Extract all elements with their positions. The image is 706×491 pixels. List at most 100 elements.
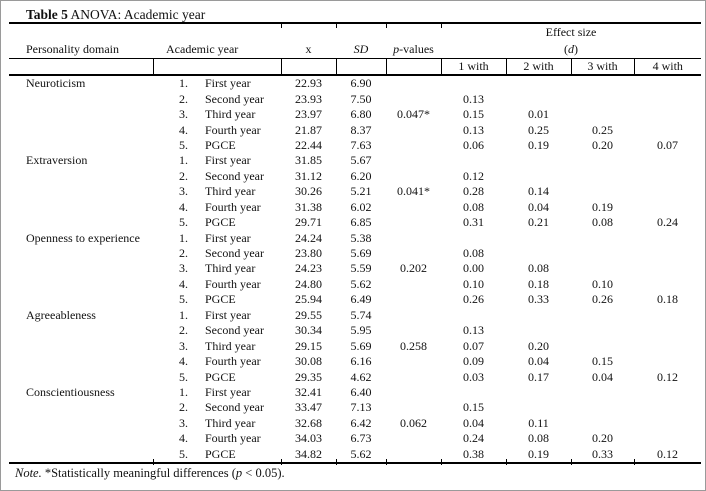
p-value — [386, 354, 441, 369]
effect-2-value: 0.04 — [528, 354, 549, 369]
effect-3-value — [571, 169, 634, 184]
academic-year-cell: 2. Second year — [153, 323, 281, 338]
table-row: 3. Third year 30.26 5.21 0.041* 0.28 0.14 — [9, 184, 701, 199]
table-row: 3. Third year 23.97 6.80 0.047* 0.15 0.01 — [9, 107, 701, 122]
sd-value: 5.74 — [350, 307, 372, 322]
subheader-spacer — [9, 58, 153, 76]
mean-value: 31.85 — [295, 153, 322, 168]
sd-value: 4.62 — [350, 369, 372, 384]
academic-year-cell: 1. First year — [153, 385, 281, 400]
year-number: 4. — [179, 122, 188, 137]
mean-value: 24.24 — [295, 230, 322, 245]
effect-1-value: 0.13 — [463, 122, 484, 137]
domain-label — [9, 184, 153, 199]
table-row: Agreeableness 1. First year 29.55 5.74 — [9, 308, 701, 323]
mean-value: 29.71 — [295, 215, 322, 230]
effect-4-value — [634, 91, 701, 106]
year-number: 1. — [179, 307, 188, 322]
effect-4-value — [634, 153, 701, 168]
academic-year-cell: 2. Second year — [153, 169, 281, 184]
p-value — [386, 215, 441, 230]
effect-3-value — [571, 323, 634, 338]
table-row: 4. Fourth year 30.08 6.16 0.09 0.04 0.15 — [9, 354, 701, 369]
effect-4-value — [634, 230, 701, 245]
domain-label: Extraversion — [26, 153, 88, 168]
sd-value: 6.85 — [350, 215, 372, 230]
effect-2-value: 0.21 — [528, 215, 549, 230]
year-number: 2. — [179, 400, 188, 415]
effect-4-value — [634, 122, 701, 137]
table-row: Openness to experience 1. First year 24.24 5… — [9, 230, 701, 245]
mean-value: 30.08 — [295, 354, 322, 369]
effect-4-value — [634, 323, 701, 338]
mean-value: 30.34 — [295, 323, 322, 338]
p-value — [386, 400, 441, 415]
sd-value: 7.50 — [350, 91, 372, 106]
table-row: 5. PGCE 29.71 6.85 0.31 0.21 0.08 0.24 — [9, 215, 701, 230]
effect-4-value: 0.12 — [657, 369, 678, 384]
effect-2-value: 0.33 — [528, 292, 549, 307]
p-value — [386, 200, 441, 215]
effect-3-value: 0.15 — [592, 354, 613, 369]
sd-value: 6.16 — [350, 354, 372, 369]
rule-tick — [506, 459, 507, 465]
p-value — [386, 230, 441, 245]
table-row: 3. Third year 29.15 5.69 0.258 0.07 0.20 — [9, 338, 701, 353]
p-value — [386, 385, 441, 400]
effect-2-value: 0.17 — [528, 369, 549, 384]
domain-label — [9, 215, 153, 230]
table-row: Neuroticism 1. First year 22.93 6.90 — [9, 75, 701, 91]
mean-value: 29.15 — [295, 338, 322, 353]
rule-tick — [153, 459, 154, 465]
effect-4-value — [634, 200, 701, 215]
effect-1-value: 0.24 — [463, 431, 484, 446]
effect-4-value — [634, 354, 701, 369]
effect-1-value: 0.15 — [463, 400, 484, 415]
p-value — [386, 75, 441, 91]
subheader-spacer — [385, 58, 441, 76]
year-label: Third year — [205, 107, 256, 122]
year-label: Second year — [205, 91, 264, 106]
effect-4-value — [634, 431, 701, 446]
effect-3-value — [571, 184, 634, 199]
year-label: Third year — [205, 261, 256, 276]
table-row: 2. Second year 33.47 7.13 0.15 — [9, 400, 701, 415]
domain-label — [9, 107, 153, 122]
academic-year-cell: 4. Fourth year — [153, 277, 281, 292]
domain-label — [9, 400, 153, 415]
effect-2-value: 0.19 — [528, 137, 549, 152]
effect-4-value — [634, 169, 701, 184]
table-row: Extraversion 1. First year 31.85 5.67 — [9, 153, 701, 168]
effect-4-value — [634, 385, 701, 400]
anova-table: Effect size Personality domain Academic … — [9, 22, 701, 464]
effect-3-value: 0.10 — [592, 276, 613, 291]
sd-value: 6.49 — [350, 292, 372, 307]
academic-year-cell: 4. Fourth year — [153, 122, 281, 137]
year-number: 5. — [179, 446, 188, 461]
year-label: First year — [205, 384, 251, 399]
mean-value: 23.93 — [295, 91, 322, 106]
sd-value: 5.38 — [350, 230, 372, 245]
header-row-with: 1 with 2 with 3 with 4 with — [9, 58, 701, 76]
rule-tick — [441, 459, 442, 465]
rule-tick — [386, 459, 387, 465]
year-number: 1. — [179, 230, 188, 245]
effect-4-value — [634, 246, 701, 261]
subheader-spacer — [280, 58, 336, 76]
effect-1-value: 0.13 — [463, 323, 484, 338]
academic-year-cell: 3. Third year — [153, 184, 281, 199]
sd-value: 5.69 — [350, 338, 372, 353]
effect-4-value — [634, 308, 701, 323]
mean-value: 21.87 — [295, 122, 322, 137]
sd-value: 6.40 — [350, 384, 372, 399]
year-number: 4. — [179, 199, 188, 214]
col-header-personality-domain: Personality domain — [26, 41, 119, 56]
effect-3-value — [571, 246, 634, 261]
table-row: 3. Third year 32.68 6.42 0.062 0.04 0.11 — [9, 416, 701, 431]
year-number: 2. — [179, 91, 188, 106]
year-number: 5. — [179, 137, 188, 152]
effect-4-value — [634, 107, 701, 122]
academic-year-cell: 3. Third year — [153, 107, 281, 122]
effect-1-value: 0.09 — [463, 354, 484, 369]
